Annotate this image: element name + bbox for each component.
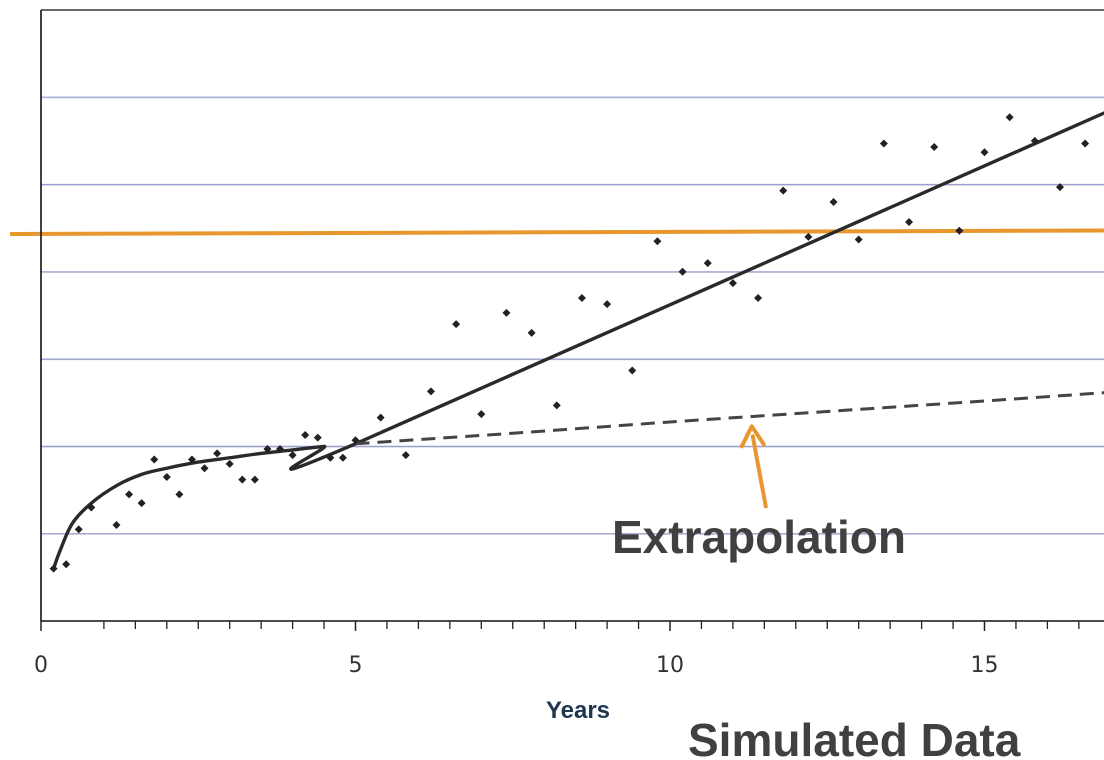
data-point xyxy=(62,560,71,569)
data-point xyxy=(955,226,964,235)
data-point xyxy=(653,237,662,246)
data-point xyxy=(401,451,410,460)
data-point xyxy=(502,308,511,317)
extrapolation-line xyxy=(355,391,1104,446)
data-point xyxy=(628,366,637,375)
data-point xyxy=(238,475,247,484)
extrapolation-annotation: Extrapolation xyxy=(612,511,906,563)
data-point xyxy=(1081,139,1090,148)
data-point xyxy=(879,139,888,148)
data-point xyxy=(452,320,461,329)
data-points xyxy=(49,113,1090,573)
annotation-arrow-head xyxy=(739,424,766,449)
axes xyxy=(40,9,1104,622)
data-point xyxy=(301,431,310,440)
data-point xyxy=(980,148,989,157)
data-point xyxy=(426,387,435,396)
data-point xyxy=(125,490,134,499)
data-point xyxy=(603,300,612,309)
data-point xyxy=(326,453,335,462)
data-point xyxy=(225,459,234,468)
x-axis-title: Years xyxy=(546,697,610,724)
annotations: Extrapolation Simulated Data xyxy=(612,424,1021,760)
data-point xyxy=(905,218,914,227)
data-point xyxy=(162,472,171,481)
data-point xyxy=(112,520,121,529)
x-axis-ticks: 0 5 10 15 xyxy=(34,621,1080,678)
x-tick-label: 0 xyxy=(34,653,48,678)
data-point xyxy=(213,449,222,458)
data-point xyxy=(854,235,863,244)
data-point xyxy=(930,142,939,151)
data-point xyxy=(175,490,184,499)
data-point xyxy=(276,445,285,454)
data-point xyxy=(313,433,322,442)
gridlines xyxy=(41,96,1104,535)
data-point xyxy=(678,267,687,276)
data-point xyxy=(1055,183,1064,192)
data-point xyxy=(87,503,96,512)
data-point xyxy=(137,499,146,508)
data-point xyxy=(376,413,385,422)
data-point xyxy=(150,455,159,464)
data-point xyxy=(250,475,259,484)
fit-lines xyxy=(51,111,1104,570)
simulated-data-label: Simulated Data xyxy=(688,714,1021,760)
data-point xyxy=(288,451,297,460)
data-point xyxy=(754,293,763,302)
x-tick-label: 15 xyxy=(971,653,999,678)
x-tick-label: 10 xyxy=(656,653,684,678)
data-point xyxy=(527,328,536,337)
threshold-line-group xyxy=(9,228,1104,237)
data-point xyxy=(351,436,360,445)
x-tick-label: 5 xyxy=(349,653,363,678)
data-point xyxy=(1005,113,1014,122)
data-point xyxy=(49,564,58,573)
data-point xyxy=(728,279,737,288)
threshold-line xyxy=(9,228,1104,237)
data-point xyxy=(804,232,813,241)
data-point xyxy=(187,455,196,464)
data-point xyxy=(477,410,486,419)
data-point xyxy=(703,259,712,268)
data-point xyxy=(1030,136,1039,145)
trend-line xyxy=(51,111,1104,570)
data-point xyxy=(829,197,838,206)
data-point xyxy=(200,464,209,473)
annotation-arrow-shaft xyxy=(750,434,768,509)
data-point xyxy=(338,453,347,462)
data-point xyxy=(552,401,561,410)
data-point xyxy=(74,525,83,534)
data-point xyxy=(577,293,586,302)
data-point xyxy=(779,186,788,195)
data-point xyxy=(263,445,272,454)
